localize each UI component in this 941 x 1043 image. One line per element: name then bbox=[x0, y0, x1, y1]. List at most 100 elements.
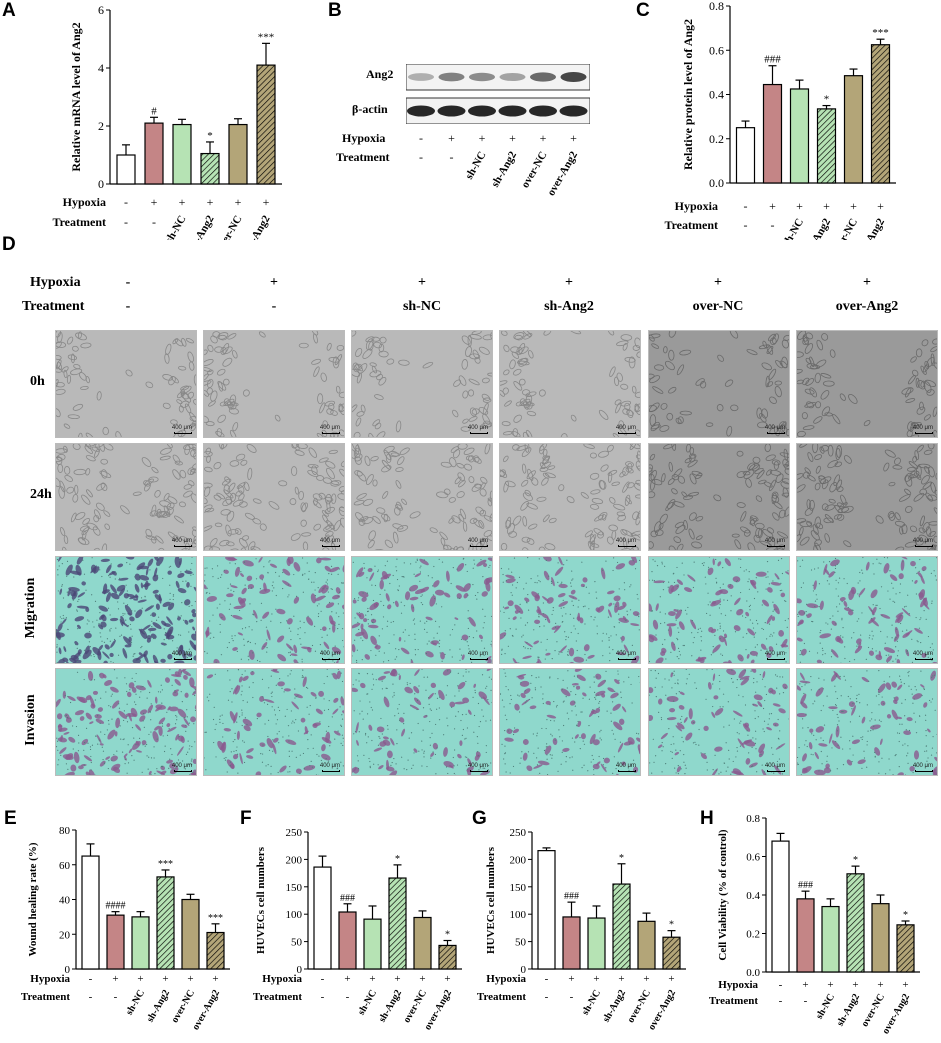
pore bbox=[276, 719, 279, 721]
cell bbox=[92, 526, 101, 536]
stained-cell bbox=[295, 768, 302, 774]
pore bbox=[57, 569, 59, 571]
pore bbox=[610, 712, 612, 714]
cell bbox=[500, 469, 508, 478]
stained-cell bbox=[419, 558, 429, 566]
pore bbox=[527, 557, 529, 559]
cell bbox=[67, 414, 80, 420]
pore bbox=[150, 774, 152, 775]
cell bbox=[580, 492, 589, 499]
pore bbox=[537, 593, 539, 595]
pore bbox=[692, 586, 695, 589]
pore bbox=[431, 663, 432, 664]
cell bbox=[906, 467, 916, 472]
cell bbox=[512, 515, 522, 526]
pore bbox=[834, 557, 837, 560]
blot-band-ang2 bbox=[469, 72, 495, 82]
pore bbox=[760, 754, 762, 756]
stained-cell bbox=[724, 558, 731, 567]
pore bbox=[545, 727, 547, 730]
stained-cell bbox=[63, 771, 75, 775]
stained-cell bbox=[152, 574, 159, 582]
pore bbox=[923, 609, 925, 612]
pore bbox=[798, 747, 800, 749]
cell bbox=[894, 520, 906, 527]
pore bbox=[204, 580, 206, 582]
pore bbox=[677, 772, 679, 775]
pore bbox=[144, 595, 146, 597]
pore bbox=[176, 716, 178, 718]
pore bbox=[901, 630, 904, 632]
pore bbox=[712, 652, 714, 654]
pore bbox=[655, 677, 657, 679]
stained-cell bbox=[857, 759, 866, 765]
pore bbox=[132, 655, 134, 657]
stained-cell bbox=[248, 649, 255, 660]
pore bbox=[862, 736, 864, 738]
pore bbox=[715, 558, 717, 561]
pore bbox=[708, 557, 711, 558]
pore bbox=[563, 606, 565, 609]
stained-cell bbox=[687, 574, 696, 582]
cell bbox=[451, 515, 461, 524]
pore bbox=[767, 774, 769, 775]
cell bbox=[908, 375, 916, 385]
stained-cell bbox=[649, 714, 654, 721]
pore bbox=[705, 698, 707, 700]
pore bbox=[241, 712, 243, 714]
blot-band-actin bbox=[407, 105, 435, 117]
pore bbox=[321, 636, 323, 638]
cell bbox=[473, 519, 483, 528]
stained-cell bbox=[204, 584, 207, 590]
stained-cell bbox=[797, 685, 802, 691]
cell bbox=[705, 422, 714, 427]
stained-cell bbox=[520, 692, 526, 699]
y-tick-label: 100 bbox=[286, 909, 303, 921]
pore bbox=[861, 572, 864, 574]
stained-cell bbox=[109, 686, 119, 693]
stained-cell bbox=[276, 608, 286, 615]
stained-cell bbox=[808, 741, 813, 750]
pore bbox=[89, 746, 92, 748]
blot-treatment-label: Treatment bbox=[336, 150, 390, 164]
pore bbox=[300, 643, 302, 645]
stained-cell bbox=[750, 579, 757, 589]
stained-cell bbox=[537, 658, 543, 663]
stained-cell bbox=[370, 635, 377, 645]
pore bbox=[106, 638, 109, 640]
bar bbox=[612, 883, 631, 970]
pore bbox=[780, 582, 782, 584]
pore bbox=[116, 677, 118, 679]
pore bbox=[931, 600, 933, 602]
pore bbox=[295, 719, 297, 721]
pore bbox=[609, 660, 611, 662]
pore bbox=[916, 640, 918, 642]
pore bbox=[900, 681, 902, 683]
stained-cell bbox=[95, 718, 105, 724]
pore bbox=[849, 740, 851, 742]
pore bbox=[872, 635, 874, 637]
pore bbox=[782, 692, 785, 694]
cell bbox=[584, 530, 593, 538]
pore bbox=[169, 598, 171, 601]
pore bbox=[56, 646, 58, 648]
pore bbox=[120, 738, 122, 740]
hypoxia-mark: + bbox=[568, 973, 574, 985]
pore bbox=[596, 625, 598, 627]
pore bbox=[65, 763, 68, 765]
stained-cell bbox=[560, 688, 571, 697]
pore bbox=[297, 662, 299, 663]
cell bbox=[824, 533, 830, 543]
pore bbox=[358, 672, 360, 675]
pore bbox=[436, 747, 438, 749]
pore bbox=[485, 687, 487, 689]
cell bbox=[598, 479, 606, 490]
microscopy-image: 400 μm bbox=[648, 556, 790, 664]
pore bbox=[251, 671, 253, 673]
pore bbox=[124, 677, 126, 679]
pore bbox=[920, 617, 922, 619]
microscopy-image: 400 μm bbox=[648, 330, 790, 438]
pore bbox=[74, 643, 77, 646]
pore bbox=[601, 640, 603, 642]
pore bbox=[503, 706, 505, 708]
